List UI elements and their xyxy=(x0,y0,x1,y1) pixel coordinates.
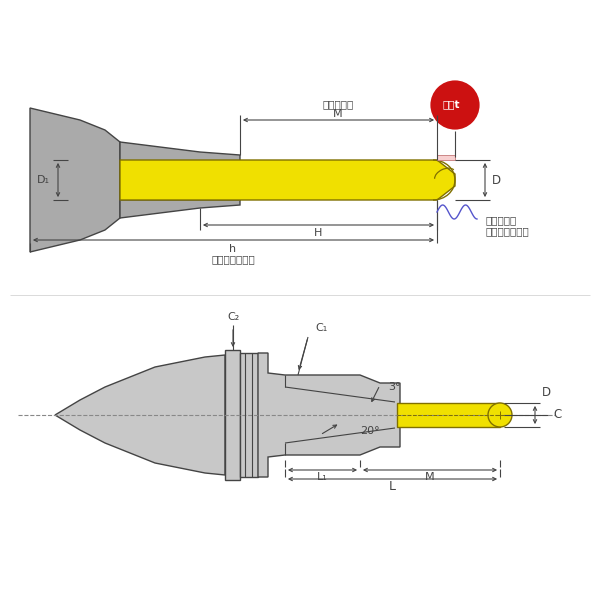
Polygon shape xyxy=(397,403,500,427)
Polygon shape xyxy=(120,142,240,218)
Text: C₁: C₁ xyxy=(315,323,327,333)
Text: H: H xyxy=(314,228,322,238)
Text: 加工有効長: 加工有効長 xyxy=(322,99,353,109)
Polygon shape xyxy=(225,350,240,480)
Text: D₁: D₁ xyxy=(37,175,50,185)
Polygon shape xyxy=(55,355,225,475)
Text: 工具最大挙入長: 工具最大挙入長 xyxy=(211,254,255,264)
Circle shape xyxy=(488,403,512,427)
Text: h: h xyxy=(229,244,236,254)
Text: D: D xyxy=(542,386,551,399)
Text: つかみ長さ: つかみ長さ xyxy=(485,215,516,225)
Polygon shape xyxy=(437,155,455,160)
Text: C₂: C₂ xyxy=(227,312,239,322)
Polygon shape xyxy=(258,353,400,477)
Polygon shape xyxy=(120,160,240,200)
Polygon shape xyxy=(30,108,120,252)
Text: D: D xyxy=(492,173,501,187)
Polygon shape xyxy=(120,160,455,200)
Text: 肉厘t: 肉厘t xyxy=(442,100,460,110)
Text: 20°: 20° xyxy=(360,426,380,436)
Polygon shape xyxy=(240,353,258,477)
Text: M: M xyxy=(333,109,343,119)
Text: （最低把持長）: （最低把持長） xyxy=(485,226,529,236)
Text: C: C xyxy=(553,409,561,421)
Circle shape xyxy=(429,79,481,131)
Text: 3°: 3° xyxy=(388,382,401,392)
Text: L: L xyxy=(389,481,395,493)
Text: M: M xyxy=(425,472,435,482)
Text: L₁: L₁ xyxy=(317,472,328,482)
